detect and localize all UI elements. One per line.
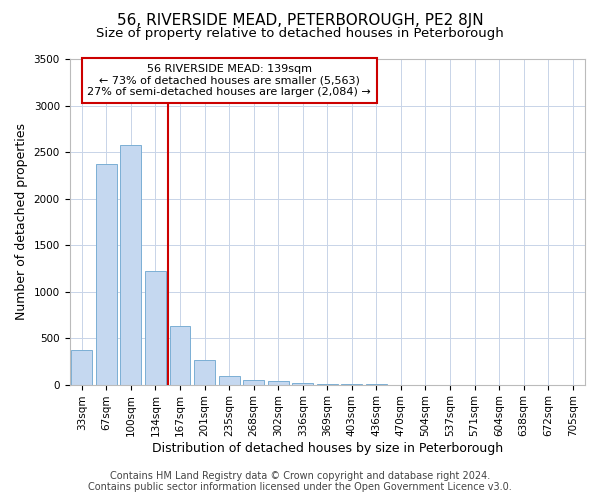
- Bar: [218, 376, 239, 384]
- Bar: [121, 144, 142, 384]
- Bar: [243, 380, 264, 384]
- Bar: [145, 271, 166, 384]
- Text: Size of property relative to detached houses in Peterborough: Size of property relative to detached ho…: [96, 28, 504, 40]
- X-axis label: Distribution of detached houses by size in Peterborough: Distribution of detached houses by size …: [152, 442, 503, 455]
- Bar: [194, 360, 215, 384]
- Y-axis label: Number of detached properties: Number of detached properties: [15, 124, 28, 320]
- Text: 56, RIVERSIDE MEAD, PETERBOROUGH, PE2 8JN: 56, RIVERSIDE MEAD, PETERBOROUGH, PE2 8J…: [116, 12, 484, 28]
- Bar: [170, 326, 190, 384]
- Bar: [268, 382, 289, 384]
- Bar: [292, 383, 313, 384]
- Bar: [71, 350, 92, 384]
- Text: 56 RIVERSIDE MEAD: 139sqm
← 73% of detached houses are smaller (5,563)
27% of se: 56 RIVERSIDE MEAD: 139sqm ← 73% of detac…: [88, 64, 371, 97]
- Bar: [96, 164, 117, 384]
- Text: Contains HM Land Registry data © Crown copyright and database right 2024.
Contai: Contains HM Land Registry data © Crown c…: [88, 471, 512, 492]
